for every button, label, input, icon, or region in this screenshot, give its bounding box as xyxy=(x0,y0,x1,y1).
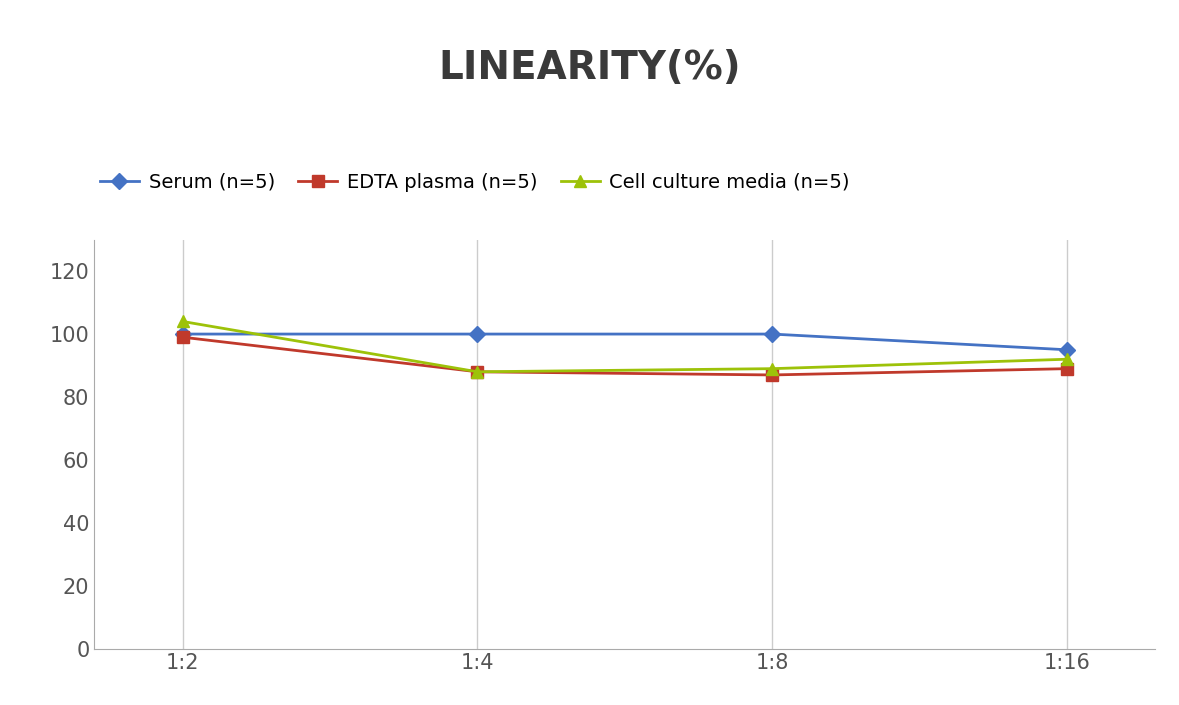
Line: Cell culture media (n=5): Cell culture media (n=5) xyxy=(177,315,1073,378)
EDTA plasma (n=5) xyxy=(1060,364,1074,373)
Cell culture media (n=5) xyxy=(1060,355,1074,364)
Text: LINEARITY(%): LINEARITY(%) xyxy=(439,49,740,87)
Cell culture media (n=5) xyxy=(176,317,190,326)
Serum (n=5) xyxy=(1060,345,1074,354)
Serum (n=5) xyxy=(470,330,485,338)
Line: Serum (n=5): Serum (n=5) xyxy=(177,329,1073,355)
Cell culture media (n=5) xyxy=(470,367,485,376)
Cell culture media (n=5) xyxy=(765,364,779,373)
Serum (n=5) xyxy=(765,330,779,338)
EDTA plasma (n=5) xyxy=(765,371,779,379)
Line: EDTA plasma (n=5): EDTA plasma (n=5) xyxy=(177,331,1073,381)
EDTA plasma (n=5) xyxy=(470,367,485,376)
Serum (n=5) xyxy=(176,330,190,338)
EDTA plasma (n=5) xyxy=(176,333,190,341)
Legend: Serum (n=5), EDTA plasma (n=5), Cell culture media (n=5): Serum (n=5), EDTA plasma (n=5), Cell cul… xyxy=(92,165,857,200)
